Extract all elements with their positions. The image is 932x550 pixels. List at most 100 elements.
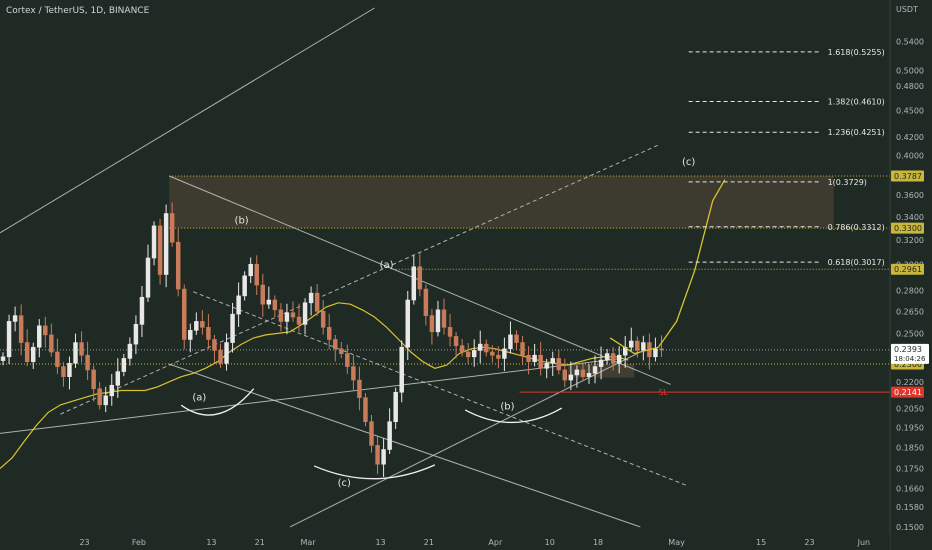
time-tick-label: 18 (593, 538, 603, 547)
candle-2021-02-15 (224, 333, 229, 371)
stop-loss-price-tag-bg (891, 386, 924, 398)
candle-body (266, 299, 272, 305)
candle-body (387, 421, 392, 450)
candle-2021-01-11 (12, 306, 18, 332)
candle-body (604, 353, 610, 361)
candle-2021-02-14 (218, 343, 223, 368)
candle-body (514, 334, 519, 343)
wave-arc (180, 388, 255, 416)
candle-2021-04-10 (550, 351, 555, 377)
candle-body (465, 351, 471, 358)
level-price-tag: 0.2961 (894, 265, 922, 274)
candle-2021-01-15 (37, 319, 42, 358)
wave-label: (a) (380, 260, 394, 271)
last-price-tag: 0.2393 (894, 345, 922, 354)
candle-2021-04-25 (641, 335, 646, 361)
candle-body (236, 295, 241, 315)
currency-label: USDT (896, 5, 918, 14)
candle-body (188, 330, 193, 340)
candle-2021-01-24 (91, 365, 96, 402)
candle-2021-03-16 (399, 340, 404, 403)
candle-2021-03-17 (405, 291, 410, 360)
candle-body (67, 363, 72, 377)
level-price-tag: 0.3787 (894, 172, 922, 181)
candle-body (43, 325, 48, 336)
candle-body (610, 353, 616, 364)
last-price-tag-bg (891, 343, 929, 364)
candle-2021-03-14 (387, 408, 392, 455)
candle-body (520, 342, 525, 356)
candle-body (18, 315, 24, 343)
candle-body (586, 372, 592, 377)
candle-body (254, 263, 259, 286)
candle-2021-03-30 (484, 339, 489, 357)
candle-body (49, 334, 54, 353)
candle-2021-02-12 (206, 313, 211, 350)
candle-2021-01-26 (103, 386, 108, 413)
candle-2021-01-13 (24, 329, 30, 367)
candle-2021-04-09 (544, 358, 549, 379)
candle-2021-01-25 (97, 381, 102, 410)
candle-2021-03-27 (465, 343, 471, 365)
candle-body (73, 342, 78, 364)
time-tick-label: 23 (804, 538, 814, 547)
candle-2021-01-19 (61, 362, 66, 387)
candle-2021-04-04 (514, 330, 519, 350)
candle-2021-03-23 (441, 298, 447, 335)
candle-2021-02-11 (200, 310, 205, 335)
candle-2021-01-27 (109, 374, 114, 406)
time-tick-label: 21 (424, 538, 434, 547)
candle-2021-02-25 (284, 303, 290, 335)
candle-body (290, 312, 296, 318)
candle-body (127, 343, 133, 359)
wave-label: (c) (338, 478, 351, 489)
candle-body (109, 384, 114, 397)
candle-2021-03-31 (490, 345, 495, 363)
candle-body (151, 225, 157, 259)
candle-2021-02-04 (157, 219, 163, 285)
candle-body (580, 369, 586, 377)
candle-body (659, 348, 664, 351)
ascending-support-line (289, 351, 641, 528)
candle-2021-03-05 (333, 334, 338, 362)
candle-body (417, 266, 423, 290)
candle-2021-03-04 (326, 313, 332, 350)
candle-body (97, 388, 102, 406)
wave-label: (c) (682, 157, 695, 168)
chart-title: Cortex / TetherUS, 1D, BINANCE (6, 6, 150, 16)
time-tick-label: Apr (488, 538, 503, 547)
wave-label: (b) (500, 401, 514, 412)
candle-2021-03-25 (453, 331, 459, 359)
candle-body (121, 358, 127, 372)
candle-2021-02-28 (302, 298, 308, 335)
candle-2021-04-14 (574, 365, 580, 388)
candle-2021-03-11 (369, 414, 374, 453)
candle-2021-02-17 (236, 282, 241, 327)
price-tick-label: 0.4500 (896, 107, 924, 116)
candle-body (562, 369, 568, 381)
candle-body (357, 379, 362, 398)
fib-label-1.618: 1.618(0.5255) (828, 48, 885, 57)
candle-body (242, 275, 247, 297)
candle-body (278, 309, 284, 322)
time-tick-label: 10 (545, 538, 555, 547)
fib-label-0.786: 0.786(0.3312) (828, 223, 885, 232)
candle-body (381, 449, 386, 465)
candle-body (629, 340, 634, 348)
candle-body (320, 310, 326, 328)
price-tick-label: 0.3600 (896, 191, 924, 200)
candle-2021-02-18 (242, 271, 247, 301)
lower-channel-line (0, 357, 623, 434)
candle-body (459, 345, 465, 353)
candle-body (556, 358, 562, 371)
candle-2021-01-20 (67, 356, 72, 390)
moving-average-line (0, 302, 629, 469)
candle-body (55, 351, 60, 367)
price-tick-label: 0.1500 (896, 523, 924, 532)
candle-body (363, 397, 368, 423)
level-price-tag-bg (891, 263, 924, 275)
candle-2021-04-18 (598, 346, 604, 380)
price-tick-label: 0.5400 (896, 38, 924, 47)
candle-body (538, 354, 543, 369)
